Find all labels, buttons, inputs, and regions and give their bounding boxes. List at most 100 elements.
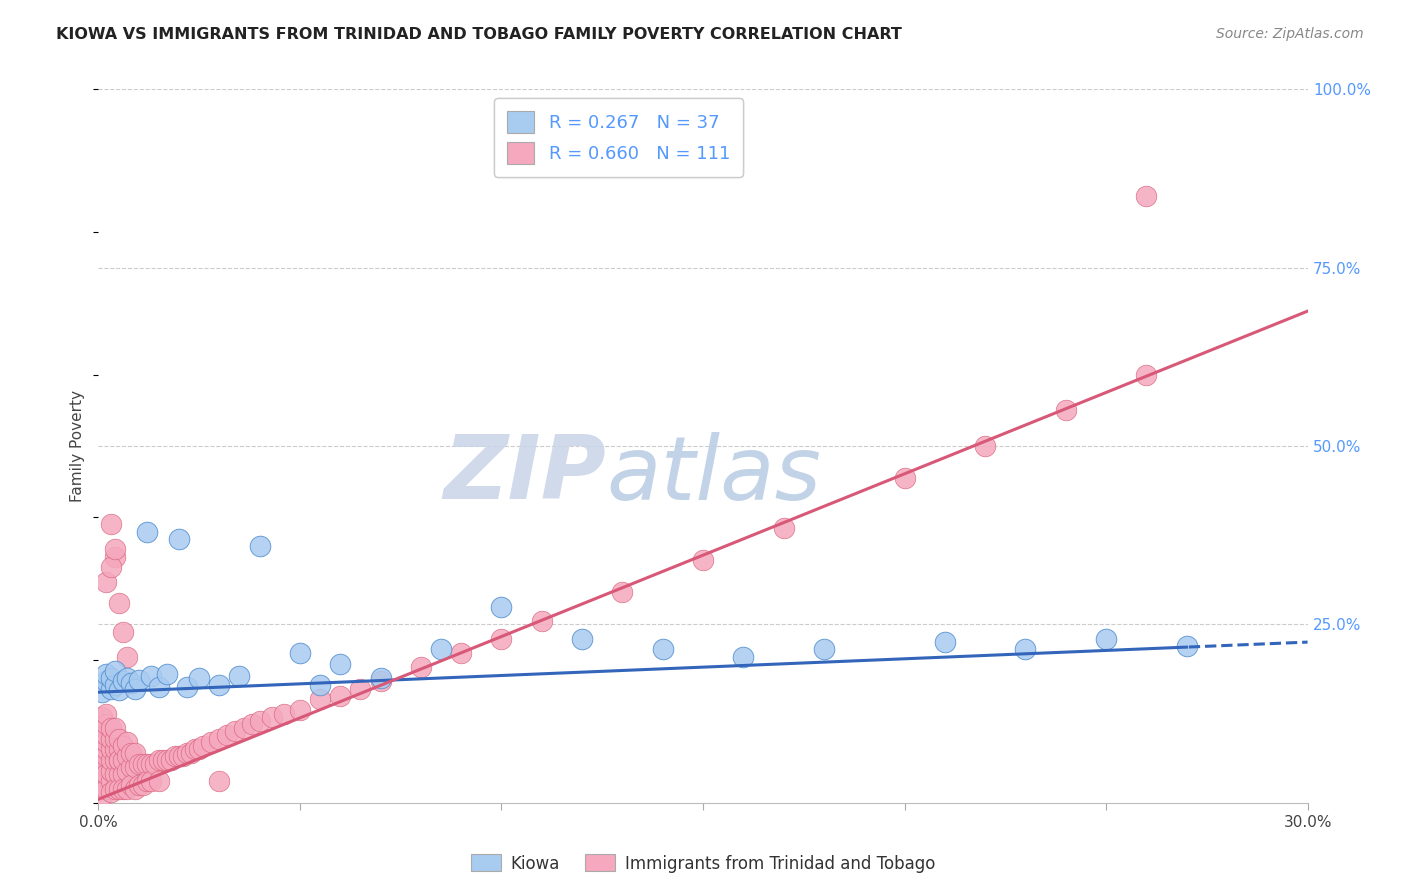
Point: [91, 789, 114, 803]
Point: [107, 767, 129, 781]
Point: [96, 749, 118, 764]
Point: [107, 683, 129, 698]
Point: [329, 689, 352, 703]
Legend: Kiowa, Immigrants from Trinidad and Tobago: Kiowa, Immigrants from Trinidad and Toba…: [464, 847, 942, 880]
Point: [430, 642, 453, 657]
Point: [132, 778, 155, 792]
Point: [139, 774, 162, 789]
Point: [100, 560, 122, 574]
Point: [309, 678, 332, 692]
Point: [208, 774, 231, 789]
Point: [132, 756, 155, 771]
Point: [232, 721, 254, 735]
Point: [103, 549, 125, 564]
Point: [143, 756, 166, 771]
Point: [1135, 189, 1157, 203]
Point: [103, 731, 125, 746]
Point: [91, 710, 114, 724]
Point: [107, 753, 129, 767]
Point: [160, 753, 183, 767]
Point: [91, 756, 114, 771]
Point: [100, 731, 122, 746]
Point: [370, 671, 392, 685]
Point: [893, 471, 915, 485]
Point: [974, 439, 997, 453]
Point: [172, 749, 194, 764]
Point: [115, 671, 138, 685]
Point: [111, 753, 134, 767]
Point: [733, 649, 755, 664]
Point: [91, 749, 114, 764]
Point: [115, 764, 138, 778]
Point: [148, 680, 170, 694]
Point: [934, 635, 956, 649]
Point: [96, 781, 118, 796]
Point: [450, 646, 472, 660]
Point: [103, 767, 125, 781]
Point: [91, 774, 114, 789]
Point: [115, 749, 138, 764]
Point: [148, 753, 170, 767]
Point: [107, 596, 129, 610]
Point: [491, 632, 513, 646]
Point: [96, 771, 118, 785]
Point: [409, 660, 432, 674]
Point: [208, 678, 231, 692]
Point: [124, 746, 146, 760]
Point: [224, 724, 246, 739]
Point: [120, 746, 142, 760]
Point: [124, 760, 146, 774]
Point: [329, 657, 352, 671]
Point: [103, 781, 125, 796]
Point: [530, 614, 553, 628]
Point: [103, 753, 125, 767]
Point: [128, 756, 150, 771]
Point: [260, 710, 283, 724]
Point: [156, 753, 179, 767]
Point: [100, 785, 122, 799]
Legend: R = 0.267   N = 37, R = 0.660   N = 111: R = 0.267 N = 37, R = 0.660 N = 111: [495, 98, 742, 177]
Point: [120, 760, 142, 774]
Point: [139, 669, 162, 683]
Point: [96, 760, 118, 774]
Point: [100, 671, 122, 685]
Point: [288, 703, 311, 717]
Point: [115, 649, 138, 664]
Point: [96, 717, 118, 731]
Point: [100, 764, 122, 778]
Text: atlas: atlas: [606, 432, 821, 517]
Point: [152, 753, 174, 767]
Point: [103, 542, 125, 557]
Point: [288, 646, 311, 660]
Point: [96, 778, 118, 792]
Point: [100, 721, 122, 735]
Point: [349, 681, 371, 696]
Point: [111, 767, 134, 781]
Point: [100, 517, 122, 532]
Point: [1175, 639, 1198, 653]
Point: [273, 706, 295, 721]
Point: [813, 642, 835, 657]
Point: [612, 585, 634, 599]
Point: [370, 674, 392, 689]
Point: [96, 728, 118, 742]
Point: [111, 674, 134, 689]
Point: [1135, 368, 1157, 382]
Text: KIOWA VS IMMIGRANTS FROM TRINIDAD AND TOBAGO FAMILY POVERTY CORRELATION CHART: KIOWA VS IMMIGRANTS FROM TRINIDAD AND TO…: [56, 27, 903, 42]
Point: [100, 774, 122, 789]
Point: [128, 673, 150, 687]
Text: Source: ZipAtlas.com: Source: ZipAtlas.com: [1216, 27, 1364, 41]
Point: [124, 681, 146, 696]
Point: [103, 721, 125, 735]
Point: [100, 742, 122, 756]
Point: [240, 717, 263, 731]
Point: [651, 642, 673, 657]
Point: [139, 756, 162, 771]
Point: [103, 664, 125, 678]
Text: ZIP: ZIP: [443, 431, 606, 518]
Point: [180, 746, 202, 760]
Point: [96, 674, 118, 689]
Point: [249, 714, 271, 728]
Point: [120, 676, 142, 690]
Point: [91, 735, 114, 749]
